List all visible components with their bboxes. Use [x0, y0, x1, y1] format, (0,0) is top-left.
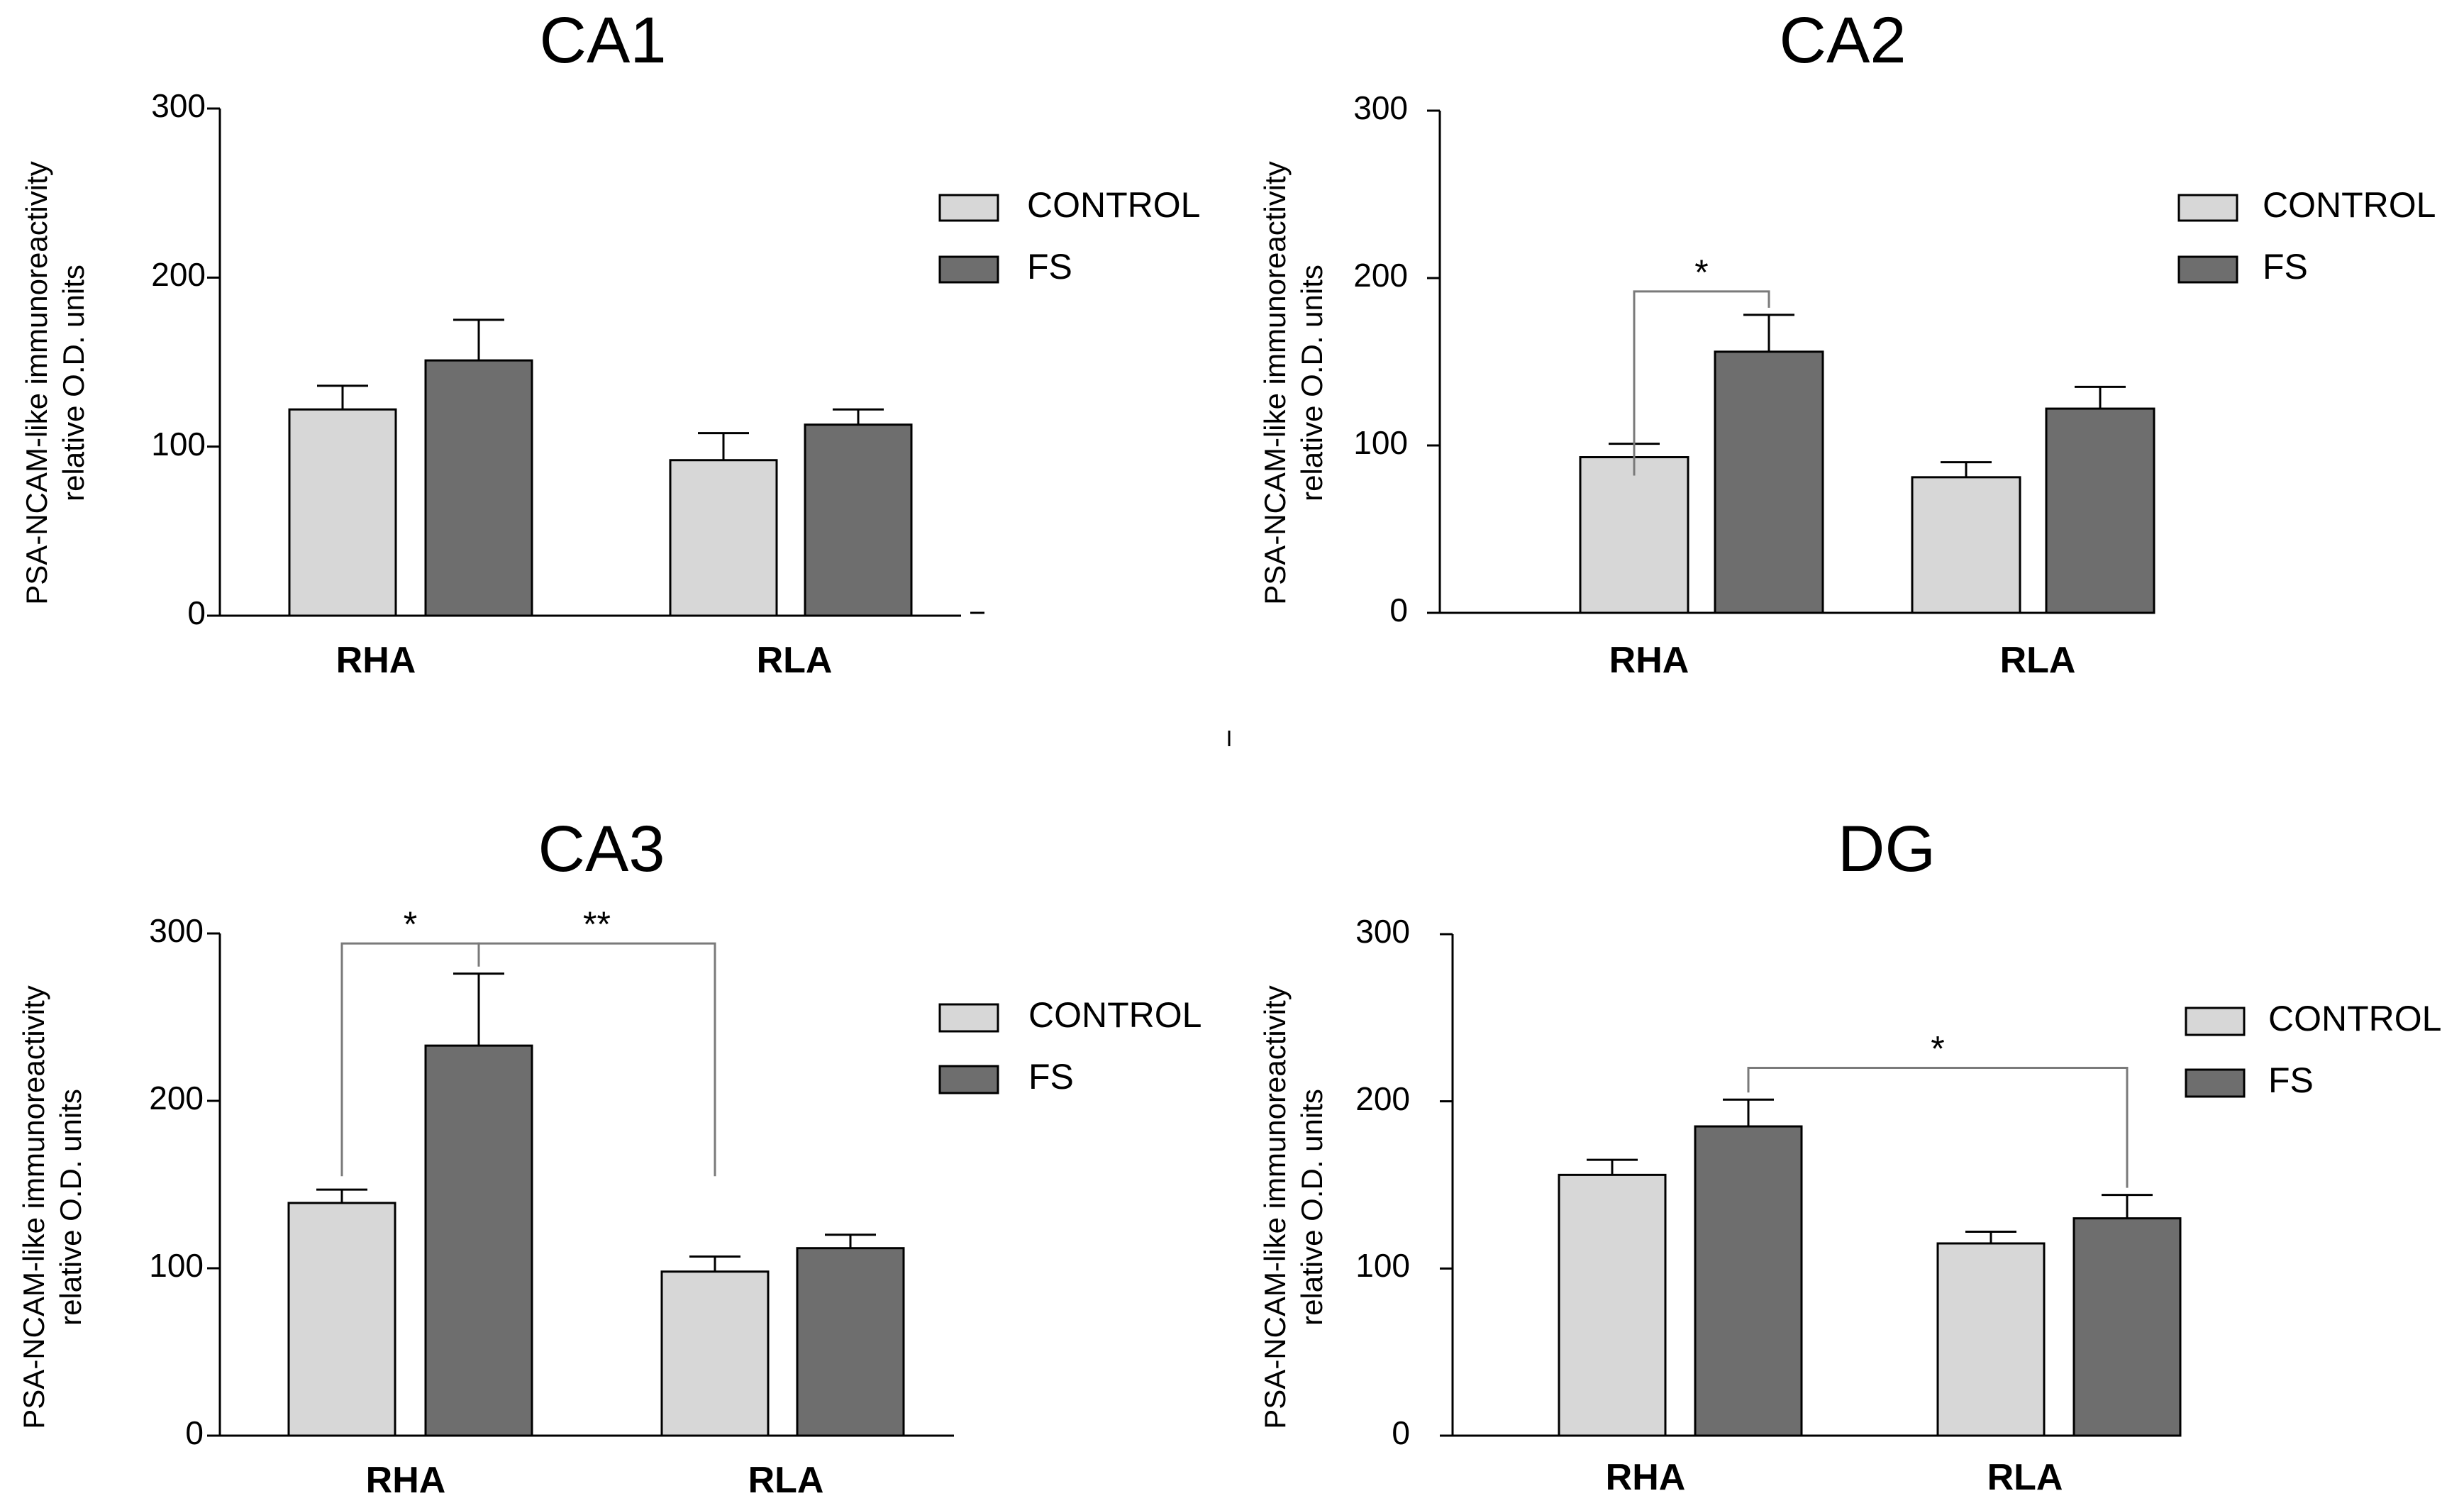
- category-label: RLA: [1987, 1457, 2063, 1498]
- significance-label: *: [1931, 1029, 1944, 1069]
- legend-swatch-fs: [938, 1065, 999, 1094]
- bar-fs-rla: [796, 1247, 905, 1437]
- panel-title: CA3: [538, 813, 665, 885]
- y-tick-label: 300: [151, 87, 206, 124]
- y-tick-label: 200: [1353, 257, 1408, 294]
- category-label: RLA: [2000, 640, 2076, 681]
- significance-bracket: [1747, 1067, 2129, 1188]
- y-tick-label: 300: [1353, 89, 1408, 126]
- significance-label: *: [1694, 253, 1708, 292]
- y-tick-label: 0: [1389, 592, 1408, 628]
- bar-fs-rla: [804, 423, 913, 617]
- y-tick-label: 0: [185, 1414, 204, 1451]
- legend-swatch-fs: [2177, 255, 2238, 284]
- y-tick-label: 100: [1353, 424, 1408, 461]
- bar-control-rla: [660, 1270, 770, 1437]
- bar-control-rha: [1558, 1173, 1667, 1437]
- y-axis-label-line2: relative O.D. units: [1295, 265, 1328, 501]
- y-tick-label: 100: [151, 426, 206, 462]
- bar-control-rha: [287, 1202, 396, 1437]
- y-tick-label: 200: [151, 256, 206, 293]
- y-tick-label: 100: [149, 1247, 204, 1284]
- panel-dg: DG PSA-NCAM-like immunoreactivity relati…: [1258, 813, 2441, 1498]
- legend-swatch-control: [938, 194, 999, 222]
- y-axis-label-line1: PSA-NCAM-like immunoreactivity: [1258, 985, 1292, 1429]
- chart-marks-ca3: * **: [207, 904, 954, 1437]
- significance-label: *: [404, 904, 417, 944]
- significance-label: **: [583, 904, 611, 944]
- y-tick-label: 0: [187, 594, 206, 631]
- chart-marks-ca2: *: [1427, 109, 2155, 614]
- significance-bracket: [477, 942, 716, 1177]
- category-label: RHA: [1609, 640, 1689, 681]
- legend-label-control: CONTROL: [1027, 185, 1200, 225]
- bar-control-rha: [1579, 456, 1689, 614]
- legend-label-control: CONTROL: [1028, 995, 1202, 1035]
- y-axis-label-line2: relative O.D. units: [1295, 1089, 1328, 1326]
- bar-control-rla: [669, 459, 778, 617]
- y-axis-label-line1: PSA-NCAM-like immunoreactivity: [20, 161, 53, 604]
- y-tick-label: 300: [1355, 913, 1410, 950]
- y-tick-label: 200: [149, 1080, 204, 1116]
- legend-label-control: CONTROL: [2268, 999, 2441, 1038]
- chart-marks-ca1: [207, 107, 961, 617]
- legend-label-fs: FS: [2263, 247, 2308, 287]
- panel-ca3: CA3 PSA-NCAM-like immunoreactivity relat…: [17, 813, 1202, 1501]
- bar-control-rha: [288, 408, 397, 617]
- category-label: RHA: [336, 640, 416, 681]
- panel-ca1: CA1 PSA-NCAM-like immunoreactivity relat…: [20, 4, 1200, 681]
- y-tick-label: 0: [1392, 1414, 1410, 1451]
- significance-bracket: [1633, 290, 1770, 476]
- legend-swatch-control: [2185, 1007, 2246, 1036]
- bar-control-rla: [1911, 476, 2021, 614]
- panel-title: CA1: [540, 4, 667, 77]
- y-tick-label: 300: [149, 912, 204, 949]
- bar-control-rla: [1936, 1242, 2046, 1437]
- legend-swatch-control: [938, 1003, 999, 1033]
- y-tick-label: 200: [1355, 1080, 1410, 1117]
- category-label: RLA: [757, 640, 833, 681]
- legend-label-fs: FS: [1028, 1057, 1074, 1097]
- bar-fs-rha: [424, 1044, 533, 1437]
- legend-label-control: CONTROL: [2263, 185, 2436, 225]
- panel-title: DG: [1838, 813, 1936, 885]
- category-label: RHA: [366, 1460, 446, 1501]
- y-axis-label-line1: PSA-NCAM-like immunoreactivity: [17, 985, 50, 1429]
- legend-swatch-control: [2177, 194, 2238, 222]
- category-label: RLA: [748, 1460, 824, 1501]
- panel-title: CA2: [1780, 4, 1907, 77]
- bar-fs-rha: [1694, 1125, 1803, 1437]
- y-axis-label-line2: relative O.D. units: [54, 1089, 87, 1326]
- chart-marks-dg: *: [1440, 933, 2182, 1437]
- legend-label-fs: FS: [1027, 247, 1072, 287]
- legend-swatch-fs: [938, 255, 999, 284]
- bar-fs-rla: [2072, 1217, 2182, 1437]
- y-axis-label-line1: PSA-NCAM-like immunoreactivity: [1258, 161, 1292, 604]
- y-tick-label: 100: [1355, 1247, 1410, 1284]
- y-axis-label-line2: relative O.D. units: [57, 265, 90, 501]
- legend-swatch-fs: [2185, 1068, 2246, 1098]
- bar-fs-rha: [424, 359, 533, 617]
- legend-label-fs: FS: [2268, 1060, 2314, 1100]
- panel-ca2: CA2 PSA-NCAM-like immunoreactivity relat…: [1258, 4, 2436, 681]
- bar-fs-rha: [1714, 350, 1824, 614]
- category-label: RHA: [1606, 1457, 1686, 1498]
- bar-fs-rla: [2045, 407, 2155, 614]
